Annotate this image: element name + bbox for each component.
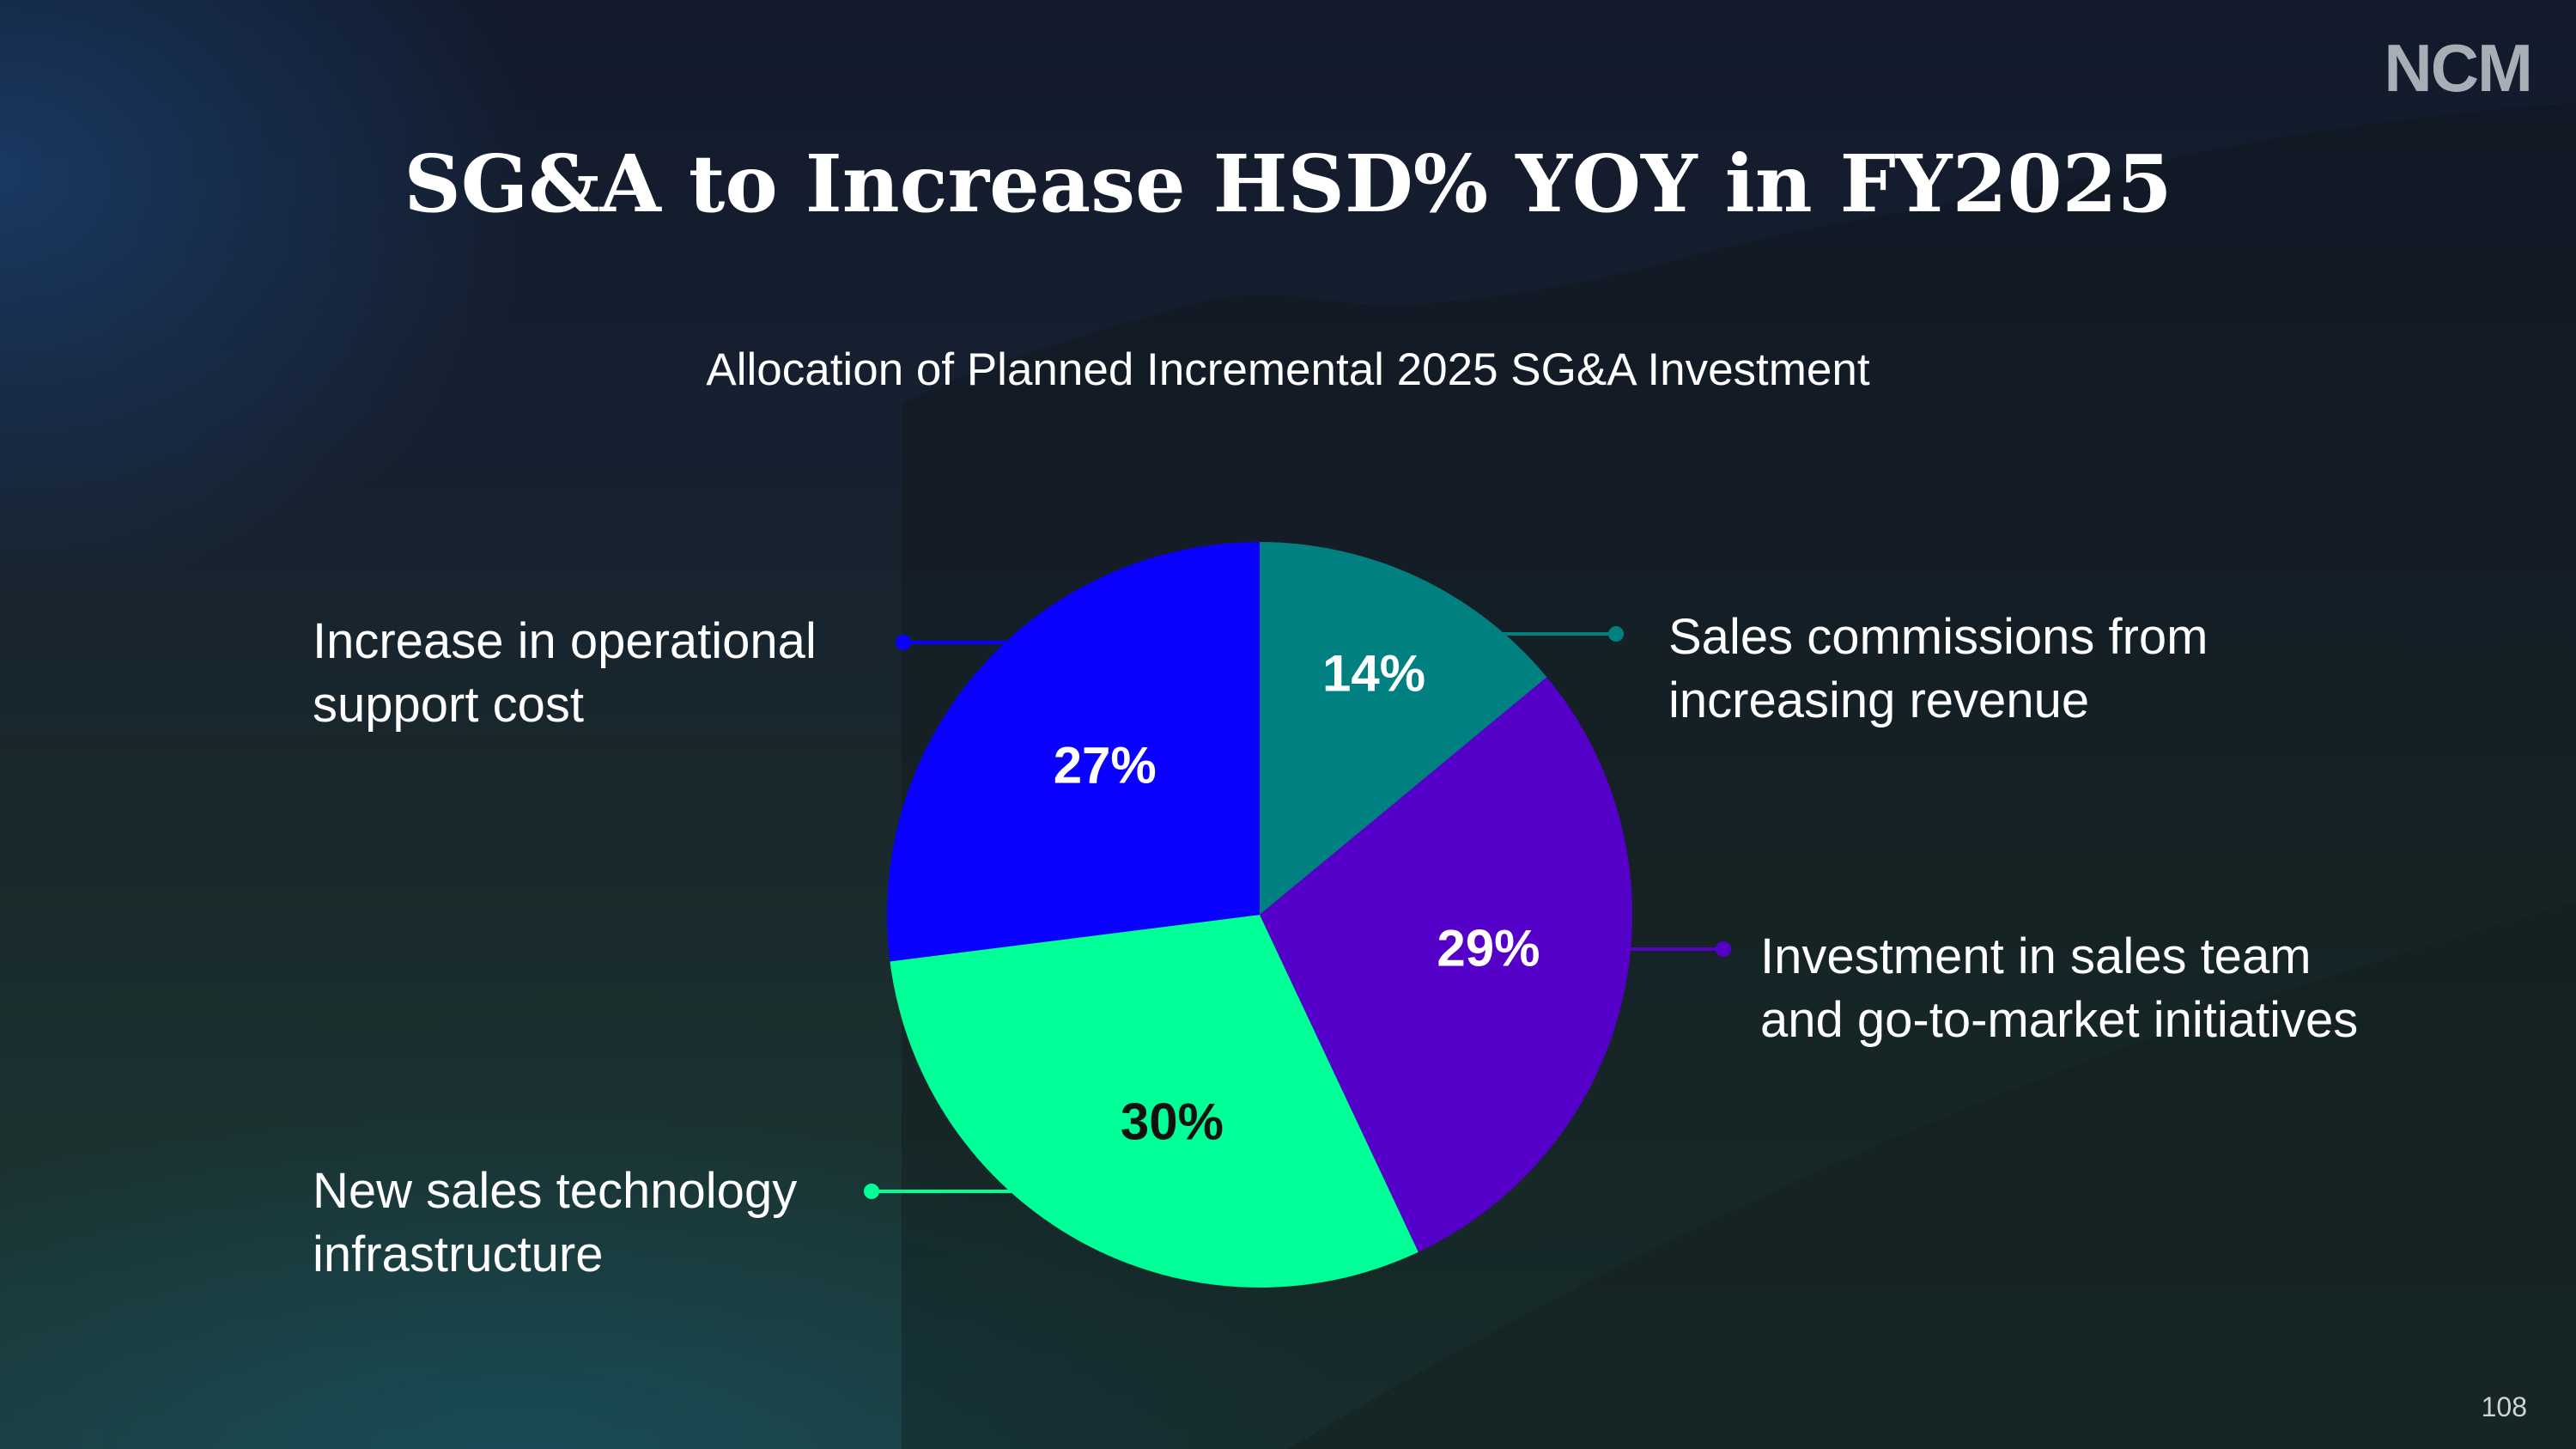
legend-line: increasing revenue xyxy=(1668,673,2090,728)
legend-line: Sales commissions from xyxy=(1668,609,2208,665)
legend-label-sales-team-investment: Investment in sales team and go-to-marke… xyxy=(1760,925,2533,1052)
pie-value-label-sales-commissions: 14% xyxy=(1322,644,1425,702)
pie-slice-sales-commissions xyxy=(1260,542,1547,915)
legend-line: support cost xyxy=(313,677,584,733)
pie-value-labels: 14% 29% 30% 27% xyxy=(1054,644,1540,1150)
page-number: 108 xyxy=(2481,1391,2527,1422)
legend-line: Increase in operational xyxy=(313,613,817,669)
legend-line: Investment in sales team xyxy=(1760,928,2312,984)
leader-dot-operational-support xyxy=(896,635,911,650)
page-title: SG&A to Increase HSD% YOY in FY2025 xyxy=(404,137,2172,230)
legend-label-sales-commissions: Sales commissions from increasing revenu… xyxy=(1668,606,2441,733)
leader-dot-sales-team-investment xyxy=(1716,941,1731,957)
legend-label-sales-technology: New sales technology infrastructure xyxy=(313,1160,1085,1287)
legend-line: infrastructure xyxy=(313,1227,604,1282)
pie-value-label-sales-team-investment: 29% xyxy=(1437,920,1540,977)
chart-title: Allocation of Planned Incremental 2025 S… xyxy=(706,344,1870,395)
pie-slice-sales-technology xyxy=(890,915,1419,1288)
pie-slice-operational-support xyxy=(887,542,1260,962)
legend-line: New sales technology xyxy=(313,1163,798,1219)
legend-label-operational-support: Increase in operational support cost xyxy=(313,610,1085,737)
leader-lines xyxy=(864,626,1731,1199)
pie-slice-sales-team-investment xyxy=(1260,677,1632,1252)
leader-dot-sales-commissions xyxy=(1608,626,1624,642)
pie-slices xyxy=(887,542,1632,1288)
pie-value-label-operational-support: 27% xyxy=(1054,736,1157,794)
leader-dot-sales-technology xyxy=(864,1184,879,1199)
pie-value-label-sales-technology: 30% xyxy=(1121,1093,1224,1151)
legend-line: and go-to-market initiatives xyxy=(1760,992,2359,1048)
ncm-logo: NCM xyxy=(2384,30,2533,106)
